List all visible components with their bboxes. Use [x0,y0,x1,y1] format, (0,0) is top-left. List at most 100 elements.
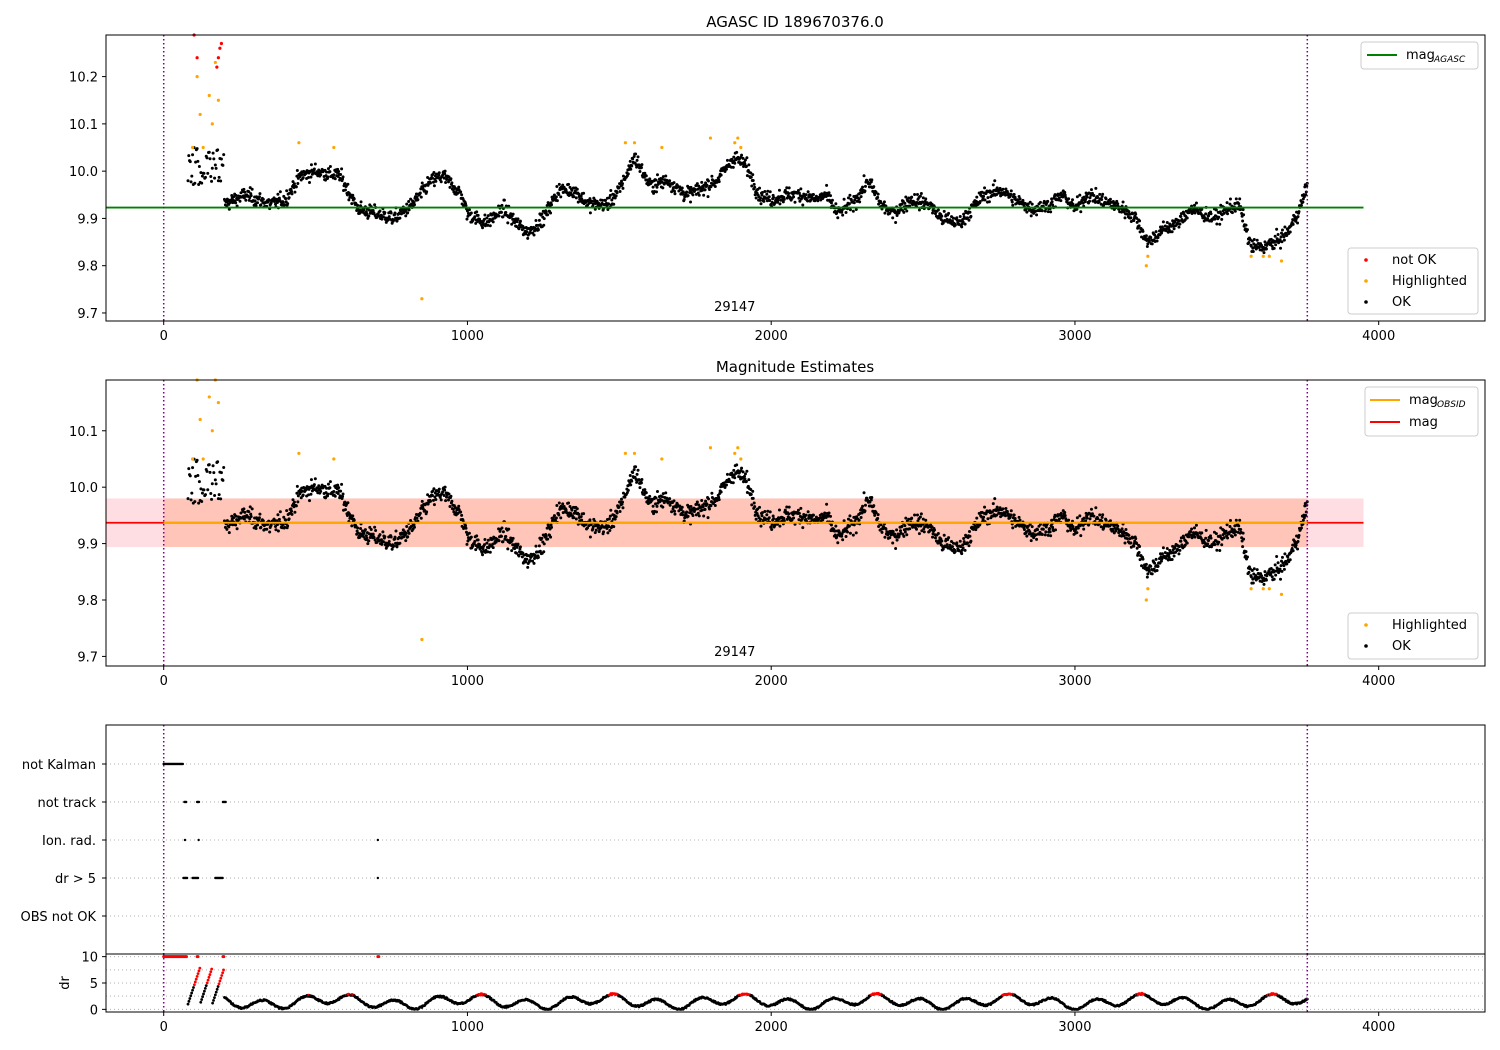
ok-point [743,162,747,166]
ok-point [256,523,260,527]
ok-point [1094,506,1098,510]
ok-point [392,544,396,548]
ok-point [430,494,434,498]
highlighted-point [708,446,713,450]
ok-point [1183,543,1187,547]
ok-point [608,193,612,197]
ok-point [464,526,468,530]
ok-point [552,193,556,197]
ok-point [432,487,436,491]
ok-point [1035,213,1039,217]
ok-point [894,221,898,225]
ok-point [745,490,749,494]
ok-point [573,509,577,513]
ok-point [1079,534,1083,538]
ok-point [873,193,877,197]
ok-point [672,189,676,193]
ok-point [1245,555,1249,559]
ok-point [1245,228,1249,232]
ok-point [670,190,674,194]
ok-point [1026,524,1030,528]
ok-point [651,504,655,508]
ok-point [743,472,747,476]
ok-point [554,195,558,199]
ok-point [194,474,198,478]
dr-point [222,968,225,972]
ok-point [631,157,635,161]
ok-point [1078,193,1082,197]
ok-point [256,201,260,205]
ok-point [751,496,755,500]
ok-point [1009,189,1013,193]
ok-point [242,507,246,511]
ok-point [526,236,530,240]
ok-point [863,509,867,513]
ok-point [1053,513,1057,517]
ok-point [898,529,902,533]
ok-point [630,479,634,483]
ok-point [333,494,337,498]
ok-point [336,483,340,487]
ok-point [962,212,966,216]
flag-point [197,838,200,842]
ok-point [792,195,796,199]
ok-point [1238,197,1242,201]
ok-point [439,180,443,184]
ok-point [661,186,665,190]
ok-point [639,481,643,485]
ok-point [274,528,278,532]
ok-point [366,542,370,546]
ok-point [1013,517,1017,521]
ok-point [561,183,565,187]
outlier-point [420,637,424,642]
ok-point [763,190,767,194]
ok-point [724,167,728,171]
ok-point [1149,235,1153,239]
ok-point [1067,518,1071,522]
ok-point [387,539,391,543]
ok-point [582,512,586,516]
ok-point [249,194,253,198]
ok-point [1141,229,1145,233]
ok-point [591,202,595,206]
ok-point [544,534,548,538]
ok-point [909,198,913,202]
ok-point [209,174,213,178]
ok-point [848,208,852,212]
highlighted-point [297,141,301,145]
ok-point [410,524,414,528]
ok-point [1089,188,1093,192]
ok-point [520,555,524,559]
ok-point [844,535,848,539]
ok-point [1226,536,1230,540]
panel-2-frame [105,379,1486,667]
ok-point [1100,515,1104,519]
ok-point [1156,564,1160,568]
ok-point [951,541,955,545]
ok-point [620,500,624,504]
ok-point [655,185,659,189]
ok-point [434,497,438,501]
ok-point [942,209,946,213]
ok-point [743,158,747,162]
ok-point [891,216,895,220]
ok-point [205,156,209,160]
ok-point [481,553,485,557]
ok-point [301,176,305,180]
ok-point [827,191,831,195]
ok-point [345,514,349,518]
ok-point [607,202,611,206]
ok-point [197,501,201,505]
ok-point [787,192,791,196]
ok-point [1003,514,1007,518]
ok-point [613,517,617,521]
ok-point [1225,201,1229,205]
ok-point [350,524,354,528]
ok-point [210,179,214,183]
ok-point [373,525,377,529]
legend-label-mag: mag [1406,48,1435,63]
ok-point [449,177,453,181]
ok-point [754,517,758,521]
ok-point [1263,240,1267,244]
ok-point [731,165,735,169]
